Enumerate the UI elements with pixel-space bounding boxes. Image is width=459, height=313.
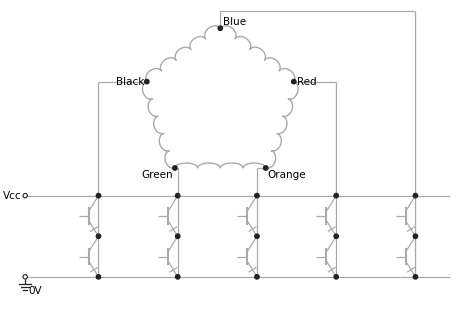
Text: Orange: Orange <box>267 170 306 180</box>
Circle shape <box>254 193 258 198</box>
Circle shape <box>333 234 338 239</box>
Text: Red: Red <box>296 77 316 87</box>
Circle shape <box>291 80 295 84</box>
Circle shape <box>263 166 267 170</box>
Circle shape <box>333 193 338 198</box>
Circle shape <box>412 193 417 198</box>
Circle shape <box>96 234 101 239</box>
Circle shape <box>144 80 149 84</box>
Circle shape <box>172 166 177 170</box>
Circle shape <box>412 275 417 279</box>
Text: Vcc: Vcc <box>3 191 21 201</box>
Circle shape <box>96 193 101 198</box>
Text: Black: Black <box>116 77 145 87</box>
Circle shape <box>175 193 179 198</box>
Circle shape <box>333 275 338 279</box>
Circle shape <box>96 275 101 279</box>
Circle shape <box>218 26 222 30</box>
Text: 0V: 0V <box>28 286 42 296</box>
Text: Green: Green <box>141 170 173 180</box>
Circle shape <box>175 275 179 279</box>
Circle shape <box>412 234 417 239</box>
Text: Blue: Blue <box>223 17 246 27</box>
Circle shape <box>254 275 258 279</box>
Circle shape <box>175 234 179 239</box>
Circle shape <box>254 234 258 239</box>
